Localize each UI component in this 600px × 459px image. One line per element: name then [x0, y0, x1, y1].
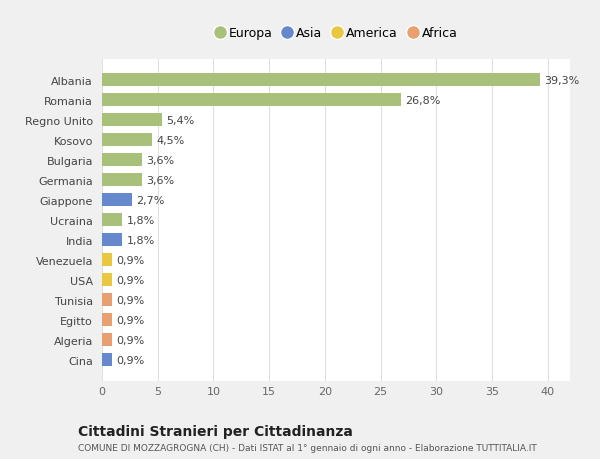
- Text: 0,9%: 0,9%: [116, 335, 145, 345]
- Text: 0,9%: 0,9%: [116, 295, 145, 305]
- Bar: [102, 334, 112, 347]
- Bar: [102, 313, 112, 326]
- Text: 39,3%: 39,3%: [544, 76, 580, 86]
- Text: 3,6%: 3,6%: [146, 156, 175, 166]
- Bar: [102, 194, 132, 207]
- Text: Cittadini Stranieri per Cittadinanza: Cittadini Stranieri per Cittadinanza: [78, 425, 353, 438]
- Text: 26,8%: 26,8%: [405, 96, 440, 106]
- Bar: [102, 114, 162, 127]
- Bar: [102, 353, 112, 366]
- Text: 5,4%: 5,4%: [167, 116, 195, 126]
- Text: 0,9%: 0,9%: [116, 275, 145, 285]
- Bar: [102, 94, 401, 107]
- Bar: [102, 274, 112, 286]
- Text: 4,5%: 4,5%: [157, 135, 185, 146]
- Legend: Europa, Asia, America, Africa: Europa, Asia, America, Africa: [215, 28, 457, 40]
- Text: 0,9%: 0,9%: [116, 355, 145, 365]
- Text: 0,9%: 0,9%: [116, 255, 145, 265]
- Text: 1,8%: 1,8%: [127, 235, 155, 245]
- Bar: [102, 294, 112, 307]
- Bar: [102, 254, 112, 267]
- Bar: [102, 214, 122, 227]
- Text: COMUNE DI MOZZAGROGNA (CH) - Dati ISTAT al 1° gennaio di ogni anno - Elaborazion: COMUNE DI MOZZAGROGNA (CH) - Dati ISTAT …: [78, 443, 537, 452]
- Bar: [102, 74, 540, 87]
- Bar: [102, 134, 152, 147]
- Text: 2,7%: 2,7%: [137, 196, 165, 205]
- Bar: [102, 154, 142, 167]
- Text: 1,8%: 1,8%: [127, 215, 155, 225]
- Bar: [102, 174, 142, 187]
- Text: 0,9%: 0,9%: [116, 315, 145, 325]
- Bar: [102, 234, 122, 247]
- Text: 3,6%: 3,6%: [146, 175, 175, 185]
